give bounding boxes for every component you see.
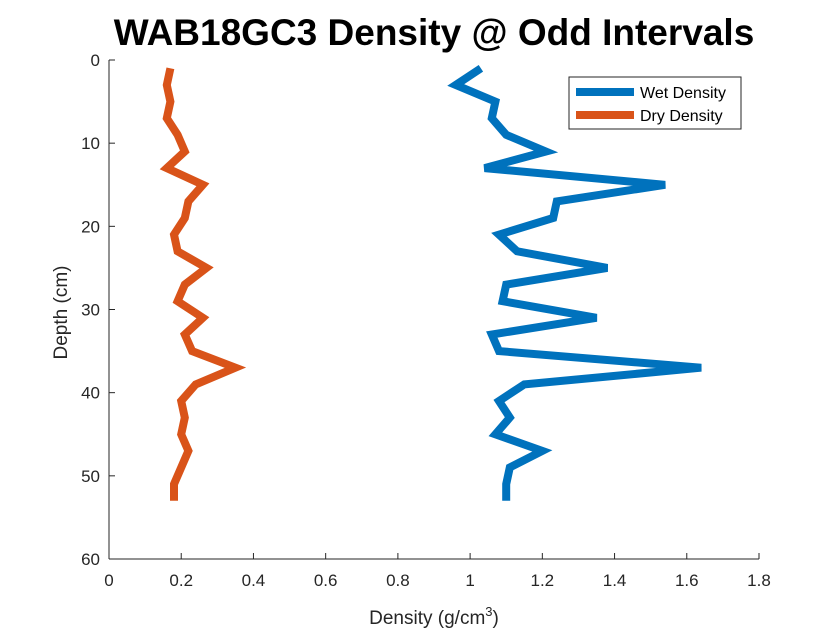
data-point-dry-density [181,467,182,468]
data-point-dry-density [170,68,171,69]
data-point-wet-density [480,68,481,69]
legend: Wet Density Dry Density [568,76,742,130]
x-tick-label: 1.8 [747,571,771,590]
x-tick-label: 1 [465,571,474,590]
data-point-wet-density [545,151,546,152]
data-point-wet-density [524,384,525,385]
x-axis-label-main: Density (g/cm [369,608,485,629]
chart-title: WAB18GC3 Density @ Odd Intervals [114,12,755,53]
data-point-wet-density [491,118,492,119]
data-point-dry-density [195,384,196,385]
data-point-wet-density [607,267,608,268]
y-tick-label: 50 [81,467,100,486]
data-point-wet-density [455,84,456,85]
y-tick-label: 0 [91,51,100,70]
y-axis-ticks: 0 10 20 30 40 50 60 [81,51,115,569]
y-axis-label: Depth (cm) [51,266,72,360]
data-point-wet-density [484,168,485,169]
data-point-wet-density [665,184,666,185]
data-point-wet-density [499,400,500,401]
data-point-dry-density [166,118,167,119]
x-axis-label-suffix: ) [493,608,499,629]
x-tick-label: 0.4 [242,571,266,590]
data-point-dry-density [174,484,175,485]
series-layer [159,64,702,501]
x-axis-label: Density (g/cm3) [369,604,499,629]
data-point-dry-density [170,101,171,102]
data-point-dry-density [181,400,182,401]
data-point-wet-density [495,101,496,102]
data-point-wet-density [506,500,507,501]
data-point-wet-density [509,417,510,418]
y-tick-label: 60 [81,550,100,569]
x-axis-label-superscript: 3 [485,604,492,619]
plot-area: 0 0.2 0.4 0.6 0.8 1 1.2 1.4 1.6 1.8 0 10 20 30 40 50 60 [81,51,771,590]
data-point-dry-density [174,500,175,501]
data-point-wet-density [596,317,597,318]
x-tick-label: 0.2 [169,571,193,590]
series-line-dry-density [159,67,247,501]
data-point-wet-density [517,251,518,252]
data-point-dry-density [184,218,185,219]
legend-label-wet-density: Wet Density [640,85,726,102]
legend-items: Wet Density Dry Density [576,85,726,125]
data-point-wet-density [499,234,500,235]
data-point-dry-density [202,317,203,318]
legend-label-dry-density: Dry Density [640,108,723,125]
data-point-wet-density [502,301,503,302]
data-point-dry-density [177,134,178,135]
data-point-dry-density [166,168,167,169]
data-point-wet-density [491,334,492,335]
data-point-dry-density [184,284,185,285]
x-tick-label: 0 [104,571,113,590]
data-point-wet-density [509,467,510,468]
y-tick-label: 10 [81,134,100,153]
x-tick-label: 1.2 [531,571,555,590]
data-point-wet-density [506,484,507,485]
y-tick-label: 30 [81,301,100,320]
data-point-dry-density [166,84,167,85]
data-point-dry-density [177,251,178,252]
data-point-dry-density [188,201,189,202]
data-point-wet-density [499,351,500,352]
x-tick-label: 1.4 [603,571,627,590]
x-axis-ticks: 0 0.2 0.4 0.6 0.8 1 1.2 1.4 1.6 1.8 [104,553,771,590]
data-point-dry-density [184,334,185,335]
data-point-wet-density [556,201,557,202]
data-point-dry-density [174,234,175,235]
data-point-dry-density [177,301,178,302]
data-point-dry-density [184,417,185,418]
x-tick-label: 0.6 [314,571,338,590]
data-point-wet-density [506,284,507,285]
x-tick-label: 0.8 [386,571,410,590]
legend-box [568,76,742,130]
data-point-dry-density [206,267,207,268]
y-tick-label: 40 [81,384,100,403]
data-point-wet-density [701,367,702,368]
series-line-wet-density [447,64,702,501]
data-point-dry-density [181,434,182,435]
data-point-dry-density [202,184,203,185]
data-point-wet-density [495,434,496,435]
data-point-dry-density [235,367,236,368]
data-point-wet-density [506,134,507,135]
data-point-wet-density [553,218,554,219]
data-point-dry-density [184,151,185,152]
x-tick-label: 1.6 [675,571,699,590]
data-point-dry-density [192,351,193,352]
data-point-wet-density [542,450,543,451]
y-tick-label: 20 [81,217,100,236]
data-point-dry-density [188,450,189,451]
